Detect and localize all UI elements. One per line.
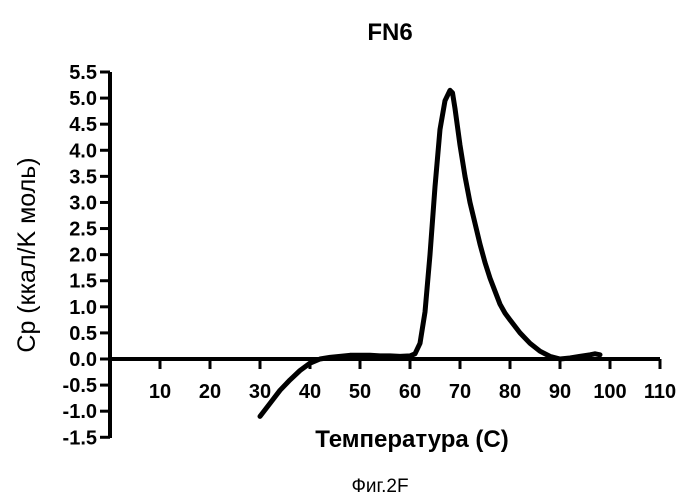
x-tick-label: 20 — [199, 381, 221, 403]
x-tick-label: 110 — [644, 381, 676, 403]
y-ticks: 5.5 5.0 4.5 4.0 3.5 3.0 2.5 2.0 1.5 1.0 0.5 0.0 -0.5… — [63, 62, 110, 449]
x-axis-label: Температура (C) — [315, 426, 508, 453]
y-tick-label: 2.0 — [69, 245, 97, 267]
y-tick-label: -1.5 — [63, 427, 97, 449]
x-tick-label: 60 — [399, 381, 421, 403]
x-tick-label: 100 — [593, 381, 626, 403]
y-tick-label: 0.0 — [69, 349, 97, 371]
y-axis-label: Cp (ккал/K моль) — [13, 157, 41, 352]
x-tick-label: 40 — [299, 381, 321, 403]
y-tick-label: -0.5 — [63, 375, 97, 397]
y-tick-label: 4.0 — [69, 140, 97, 162]
y-tick-label: 3.0 — [69, 192, 97, 214]
y-tick-label: 5.0 — [69, 88, 97, 110]
x-tick-label: 90 — [549, 381, 571, 403]
y-tick-label: 0.5 — [69, 323, 97, 345]
y-tick-label: 3.5 — [69, 166, 97, 188]
x-tick-label: 30 — [249, 381, 271, 403]
figure-caption: Фиг.2F — [351, 476, 408, 497]
y-tick-label: 1.5 — [69, 271, 97, 293]
x-tick-label: 50 — [349, 381, 371, 403]
y-tick-label: 2.5 — [69, 219, 97, 241]
y-tick-label: 4.5 — [69, 114, 97, 136]
y-tick-label: 5.5 — [69, 62, 97, 84]
chart-title: FN6 — [367, 19, 412, 46]
x-tick-label: 10 — [149, 381, 171, 403]
x-tick-label: 70 — [449, 381, 471, 403]
x-tick-label: 80 — [499, 381, 521, 403]
y-tick-label: -1.0 — [63, 401, 97, 423]
x-ticks: 10 20 30 40 50 60 70 80 90 100 110 — [149, 359, 676, 403]
y-tick-label: 1.0 — [69, 297, 97, 319]
